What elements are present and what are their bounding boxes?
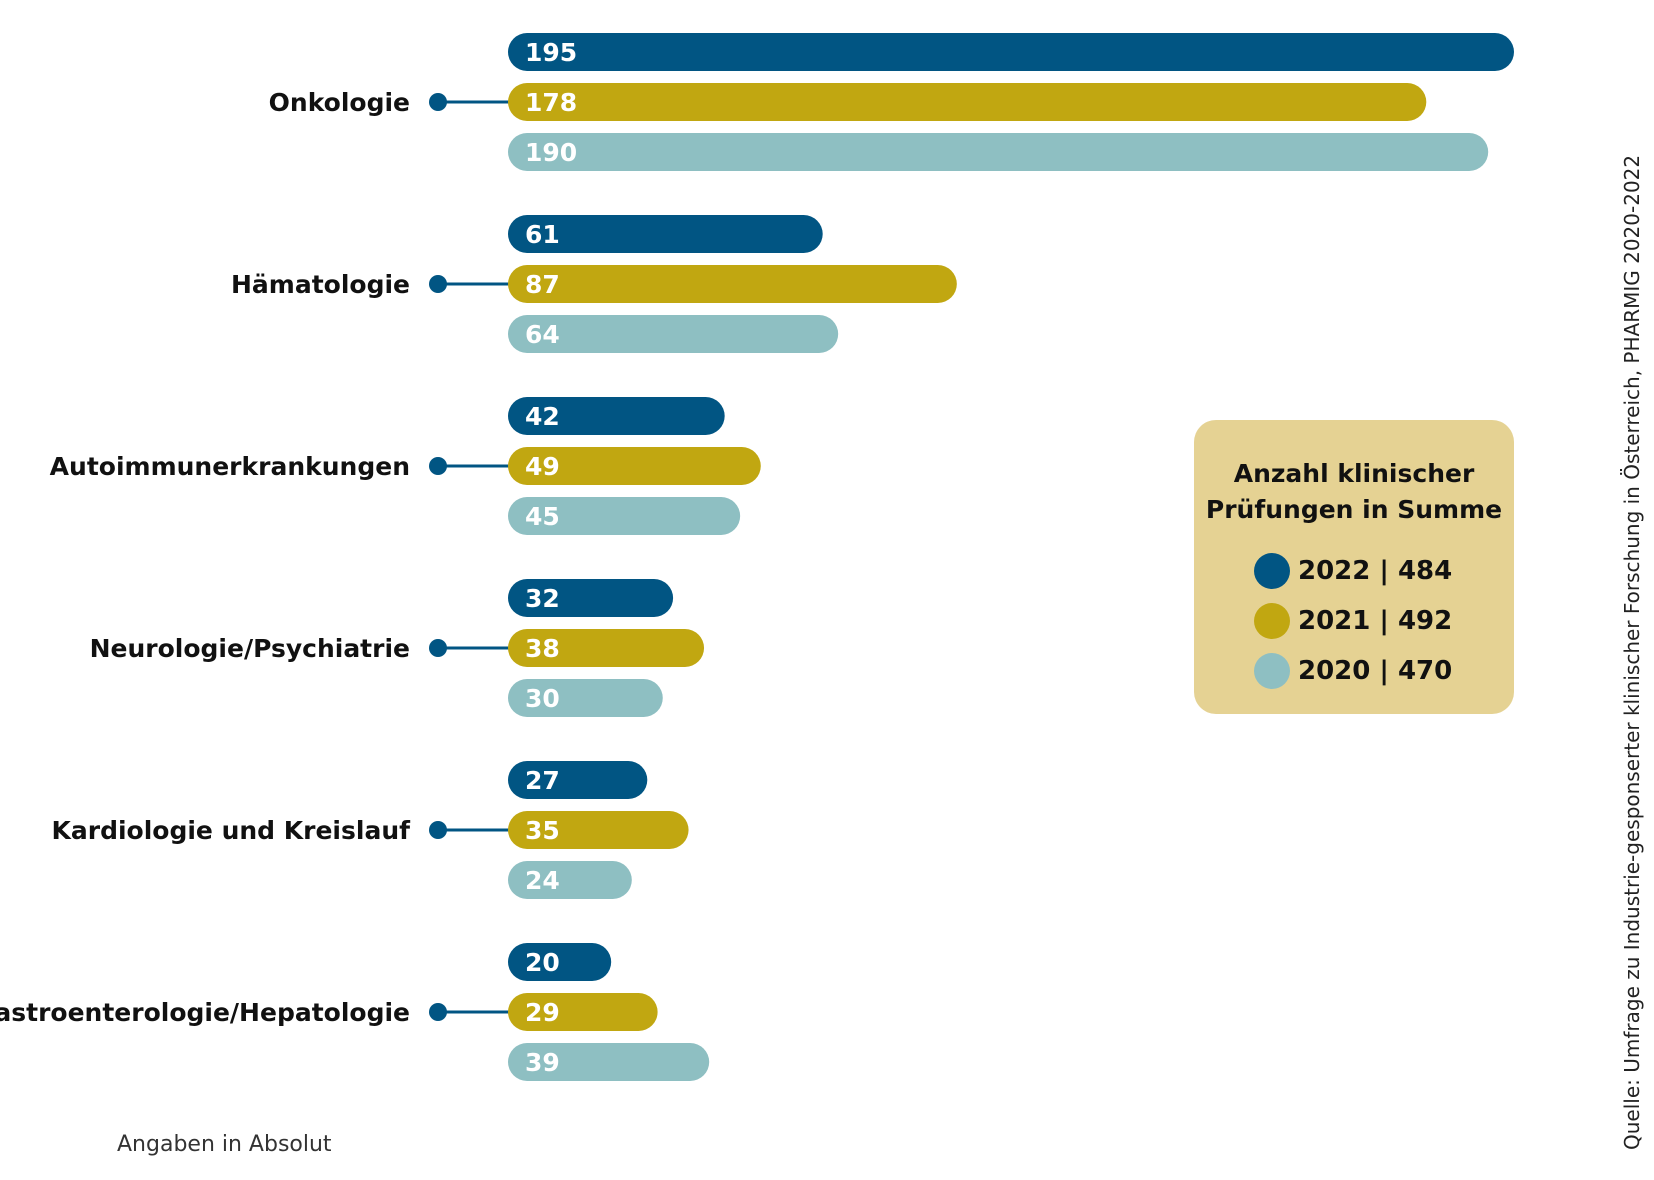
legend-dot-2020-icon (1254, 653, 1290, 689)
bar-onkologie-2020 (508, 133, 1489, 171)
legend-dot-2021-icon (1254, 603, 1290, 639)
value-label-h-matologie-2022: 61 (525, 220, 560, 249)
bar-gastroenterologie-hepatologie-2020 (508, 1043, 710, 1081)
bar-autoimmunerkrankungen-2021 (508, 447, 761, 485)
value-label-neurologie-psychiatrie-2022: 32 (525, 584, 560, 613)
bar-kardiologie-und-kreislauf-2020 (508, 861, 632, 899)
category-label-h-matologie: Hämatologie (231, 270, 410, 299)
legend-dot-2022-icon (1254, 553, 1290, 589)
connector-dot-icon (429, 93, 447, 111)
value-label-autoimmunerkrankungen-2022: 42 (525, 402, 560, 431)
legend-label-2022: 2022 | 484 (1298, 556, 1453, 586)
value-label-onkologie-2022: 195 (525, 38, 577, 67)
value-label-gastroenterologie-hepatologie-2020: 39 (525, 1048, 560, 1077)
legend-title-line1: Anzahl klinischer (1233, 459, 1475, 488)
value-label-onkologie-2020: 190 (525, 138, 577, 167)
value-label-gastroenterologie-hepatologie-2022: 20 (525, 948, 560, 977)
value-label-autoimmunerkrankungen-2020: 45 (525, 502, 560, 531)
legend-title-line2: Prüfungen in Summe (1205, 495, 1503, 524)
bar-neurologie-psychiatrie-2020 (508, 679, 663, 717)
legend-item-2021: 2021 | 492 (1254, 596, 1514, 646)
bar-gastroenterologie-hepatologie-2022 (508, 943, 612, 981)
value-label-autoimmunerkrankungen-2021: 49 (525, 452, 560, 481)
bar-h-matologie-2021 (508, 265, 957, 303)
source-note: Quelle: Umfrage zu Industrie-gesponserte… (1620, 154, 1644, 1150)
value-label-neurologie-psychiatrie-2020: 30 (525, 684, 560, 713)
bar-autoimmunerkrankungen-2022 (508, 397, 725, 435)
legend-item-2022: 2022 | 484 (1254, 546, 1514, 596)
connector-dot-icon (429, 1003, 447, 1021)
connector-dot-icon (429, 821, 447, 839)
bar-onkologie-2021 (508, 83, 1427, 121)
bar-kardiologie-und-kreislauf-2021 (508, 811, 689, 849)
value-label-gastroenterologie-hepatologie-2021: 29 (525, 998, 560, 1027)
connector-dot-icon (429, 457, 447, 475)
value-label-kardiologie-und-kreislauf-2021: 35 (525, 816, 560, 845)
category-label-autoimmunerkrankungen: Autoimmunerkrankungen (50, 452, 410, 481)
bar-onkologie-2022 (508, 33, 1514, 71)
category-label-gastroenterologie-hepatologie: Gastroenterologie/Hepatologie (0, 998, 410, 1027)
bar-autoimmunerkrankungen-2020 (508, 497, 741, 535)
connector-dot-icon (429, 275, 447, 293)
category-label-onkologie: Onkologie (269, 88, 410, 117)
value-label-h-matologie-2021: 87 (525, 270, 560, 299)
legend-label-2021: 2021 | 492 (1298, 606, 1453, 636)
connector-dot-icon (429, 639, 447, 657)
bar-neurologie-psychiatrie-2022 (508, 579, 674, 617)
legend-list: 2022 | 484 2021 | 492 2020 | 470 (1194, 546, 1514, 696)
legend: Anzahl klinischer Prüfungen in Summe 202… (1194, 420, 1514, 714)
category-label-neurologie-psychiatrie: Neurologie/Psychiatrie (90, 634, 410, 663)
bar-h-matologie-2020 (508, 315, 839, 353)
value-label-kardiologie-und-kreislauf-2020: 24 (525, 866, 560, 895)
category-label-kardiologie-und-kreislauf: Kardiologie und Kreislauf (52, 816, 412, 845)
value-label-neurologie-psychiatrie-2021: 38 (525, 634, 560, 663)
bar-neurologie-psychiatrie-2021 (508, 629, 705, 667)
legend-item-2020: 2020 | 470 (1254, 646, 1514, 696)
value-label-kardiologie-und-kreislauf-2022: 27 (525, 766, 560, 795)
bar-gastroenterologie-hepatologie-2021 (508, 993, 658, 1031)
units-note: Angaben in Absolut (117, 1132, 332, 1157)
bar-kardiologie-und-kreislauf-2022 (508, 761, 648, 799)
value-label-onkologie-2021: 178 (525, 88, 577, 117)
value-label-h-matologie-2020: 64 (525, 320, 560, 349)
legend-label-2020: 2020 | 470 (1298, 656, 1453, 686)
bar-h-matologie-2022 (508, 215, 823, 253)
